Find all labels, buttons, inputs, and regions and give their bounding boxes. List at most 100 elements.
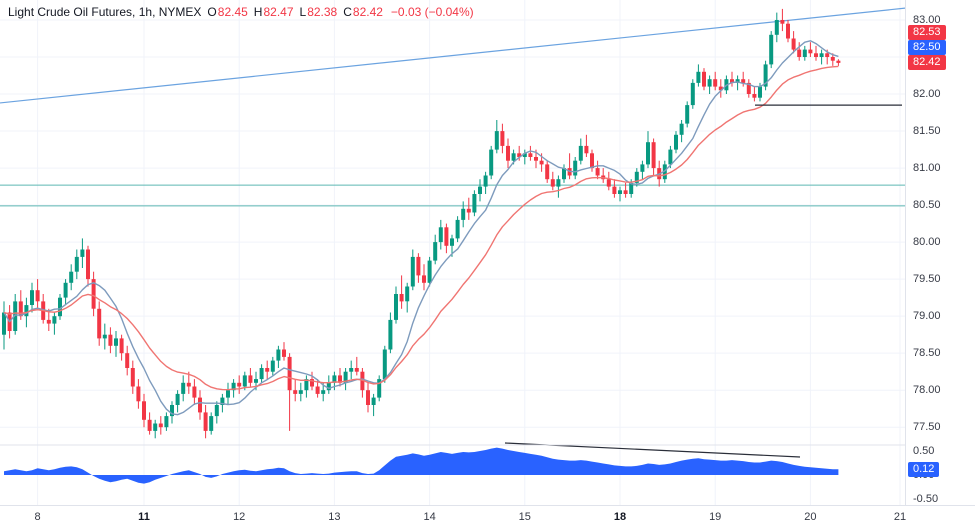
candle-body xyxy=(836,60,841,63)
candle-body xyxy=(461,208,466,220)
candle-body xyxy=(30,290,34,305)
candle-body xyxy=(287,356,292,391)
time-axis-label: 12 xyxy=(233,511,246,523)
candle-body xyxy=(119,338,124,354)
open-label: O xyxy=(207,5,217,19)
candle-body xyxy=(517,153,522,157)
candle-body xyxy=(696,71,701,83)
candle-body xyxy=(2,312,6,335)
candle-body xyxy=(377,379,382,398)
candle-body xyxy=(606,179,611,187)
candle-body xyxy=(786,23,790,39)
candle-body xyxy=(147,419,152,431)
candle-body xyxy=(741,79,746,83)
candle-body xyxy=(343,371,348,383)
candle-body xyxy=(763,64,768,87)
candle-body xyxy=(674,134,678,150)
candle-body xyxy=(500,131,505,146)
time-axis-label: 15 xyxy=(518,511,531,523)
candle-body xyxy=(595,168,600,176)
candle-body xyxy=(97,308,102,339)
candle-body xyxy=(438,227,443,243)
candle-body xyxy=(797,49,802,57)
candle-body xyxy=(326,382,331,391)
candle-body xyxy=(186,382,191,387)
candle-body xyxy=(209,416,214,431)
candle-body xyxy=(634,171,639,183)
candle-body xyxy=(830,57,835,61)
time-axis-label: 18 xyxy=(613,511,627,523)
candle-body xyxy=(646,142,650,165)
candle-body xyxy=(769,34,774,65)
candle-body xyxy=(758,86,762,98)
candle-body xyxy=(46,319,51,324)
trendline[interactable] xyxy=(0,7,905,104)
candle-body xyxy=(478,186,482,194)
candle-body xyxy=(427,260,432,283)
candle-body xyxy=(690,82,695,106)
price-chart-canvas[interactable] xyxy=(0,0,905,505)
candle-body xyxy=(590,153,594,169)
close-value: 82.42 xyxy=(352,5,383,19)
candle-body xyxy=(214,405,219,417)
symbol-title[interactable]: Light Crude Oil Futures, 1h, NYMEX xyxy=(8,5,202,19)
candle-body xyxy=(562,168,566,180)
candle-body xyxy=(69,271,74,283)
ohlc-low: L 82.38 xyxy=(300,5,338,19)
candle-body xyxy=(640,164,645,172)
time-axis[interactable]: 8 11 12 13 14 15 18 19 20 21 xyxy=(0,505,975,528)
price-axis-label: 78.50 xyxy=(913,347,941,359)
indicator-axis-label: -0.50 xyxy=(913,493,939,505)
candle-body xyxy=(668,149,673,165)
candle-body xyxy=(265,368,270,372)
candle-body xyxy=(282,349,286,357)
candle-body xyxy=(399,294,404,302)
ohlc-open: O 82.45 xyxy=(207,5,247,19)
candle-body xyxy=(254,379,258,383)
candle-body xyxy=(528,153,533,157)
candle-body xyxy=(702,71,706,87)
candle-body xyxy=(321,390,326,394)
candle-body xyxy=(713,79,718,87)
high-value: 82.47 xyxy=(263,5,294,19)
low-value: 82.38 xyxy=(307,5,338,19)
candle-body xyxy=(410,256,415,287)
indicator-axis-label: 0.50 xyxy=(913,445,935,457)
candle-body xyxy=(545,164,550,180)
candle-body xyxy=(102,334,107,339)
candle-body xyxy=(52,316,57,324)
time-axis-label: 19 xyxy=(709,511,722,523)
candle-body xyxy=(270,360,275,372)
time-axis-label: 8 xyxy=(34,511,41,523)
candle-body xyxy=(74,256,79,272)
candle-body xyxy=(522,153,527,157)
candle-body xyxy=(248,375,253,383)
candle-body xyxy=(13,301,18,331)
candle-body xyxy=(405,286,410,302)
price-axis[interactable]: 83.00 82.50 82.00 81.50 81.00 80.50 80.00 79.50… xyxy=(905,0,975,505)
candle-body xyxy=(685,105,690,124)
candle-body xyxy=(125,353,130,368)
candle-body xyxy=(718,86,723,91)
candle-body xyxy=(489,149,494,176)
candle-body xyxy=(226,390,230,398)
candle-body xyxy=(730,79,734,83)
candle-body xyxy=(578,145,583,161)
candle-body xyxy=(612,186,617,194)
candle-body xyxy=(175,393,180,405)
candle-body xyxy=(506,145,510,161)
candle-body xyxy=(80,249,85,257)
candle-body xyxy=(86,249,90,280)
price-badge: 82.53 xyxy=(908,25,946,40)
price-axis-label: 83.00 xyxy=(913,14,941,26)
candle-body xyxy=(220,397,225,405)
candle-body xyxy=(332,375,337,383)
indicator-value-badge: 0.12 xyxy=(908,462,940,477)
ohlc-high: H 82.47 xyxy=(254,5,294,19)
candle-body xyxy=(298,390,303,394)
candle-body xyxy=(707,79,712,87)
candle-body xyxy=(276,349,281,361)
candle-body xyxy=(814,53,818,57)
candle-body xyxy=(433,242,438,261)
